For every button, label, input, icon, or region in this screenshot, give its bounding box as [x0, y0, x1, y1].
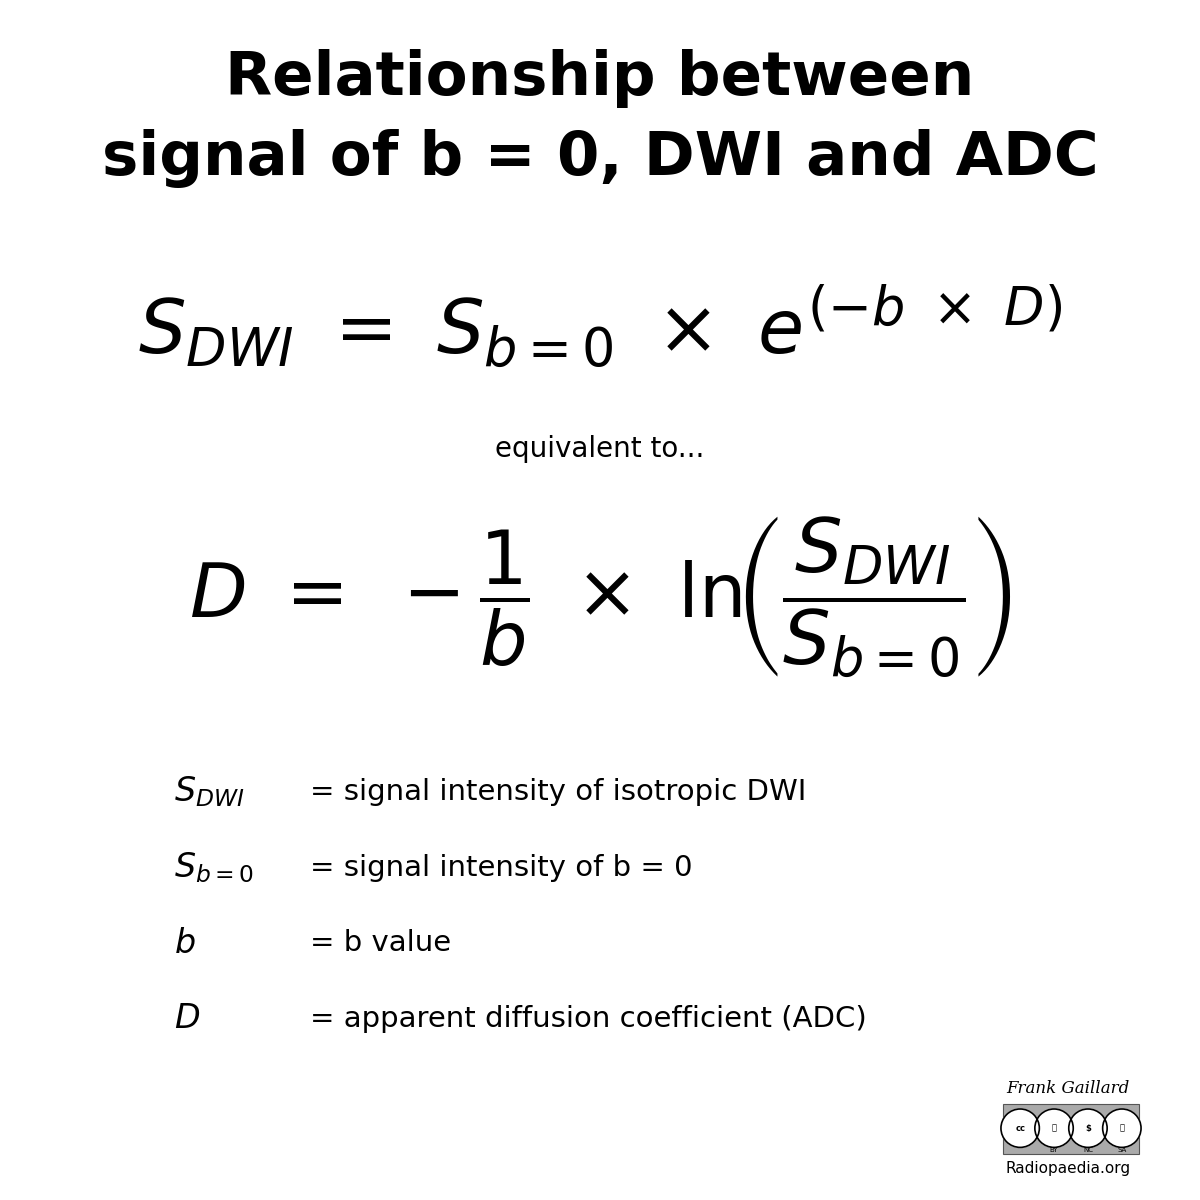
Text: $\mathit{D}\ =\ -\dfrac{1}{b}\ \times\ \mathrm{ln}\!\left(\dfrac{\mathit{S}_{DWI: $\mathit{D}\ =\ -\dfrac{1}{b}\ \times\ \…	[188, 515, 1012, 680]
Text: SA: SA	[1117, 1147, 1127, 1152]
Circle shape	[1069, 1109, 1108, 1147]
Text: = signal intensity of isotropic DWI: = signal intensity of isotropic DWI	[310, 778, 806, 806]
Text: BY: BY	[1050, 1147, 1058, 1152]
Text: $\mathit{S}_{b=0}$: $\mathit{S}_{b=0}$	[174, 851, 254, 884]
Circle shape	[1103, 1109, 1141, 1147]
Text: equivalent to...: equivalent to...	[496, 434, 704, 463]
FancyBboxPatch shape	[1003, 1104, 1139, 1154]
Text: $\mathit{D}$: $\mathit{D}$	[174, 1002, 200, 1036]
Text: $: $	[1085, 1123, 1091, 1133]
Circle shape	[1001, 1109, 1039, 1147]
Text: cc: cc	[1015, 1123, 1025, 1133]
Circle shape	[1034, 1109, 1073, 1147]
Text: = apparent diffusion coefficient (ADC): = apparent diffusion coefficient (ADC)	[310, 1004, 866, 1033]
Text: $\mathit{S}_{DWI}\ =\ \mathit{S}_{b=0}\ \times\ e^{(-b\ \times\ D)}$: $\mathit{S}_{DWI}\ =\ \mathit{S}_{b=0}\ …	[138, 282, 1062, 371]
Text: $\mathit{S}_{DWI}$: $\mathit{S}_{DWI}$	[174, 775, 245, 809]
Text: = signal intensity of b = 0: = signal intensity of b = 0	[310, 853, 692, 882]
Text: $\mathit{b}$: $\mathit{b}$	[174, 926, 196, 960]
Text: ⓘ: ⓘ	[1051, 1123, 1056, 1133]
Text: Radiopaedia.org: Radiopaedia.org	[1006, 1162, 1130, 1176]
Text: NC: NC	[1082, 1147, 1093, 1152]
Text: = b value: = b value	[310, 929, 451, 958]
Text: Ⓢ: Ⓢ	[1120, 1123, 1124, 1133]
Text: signal of b = 0, DWI and ADC: signal of b = 0, DWI and ADC	[102, 128, 1098, 188]
Text: Frank Gaillard: Frank Gaillard	[1007, 1080, 1129, 1097]
Text: Relationship between: Relationship between	[226, 48, 974, 108]
